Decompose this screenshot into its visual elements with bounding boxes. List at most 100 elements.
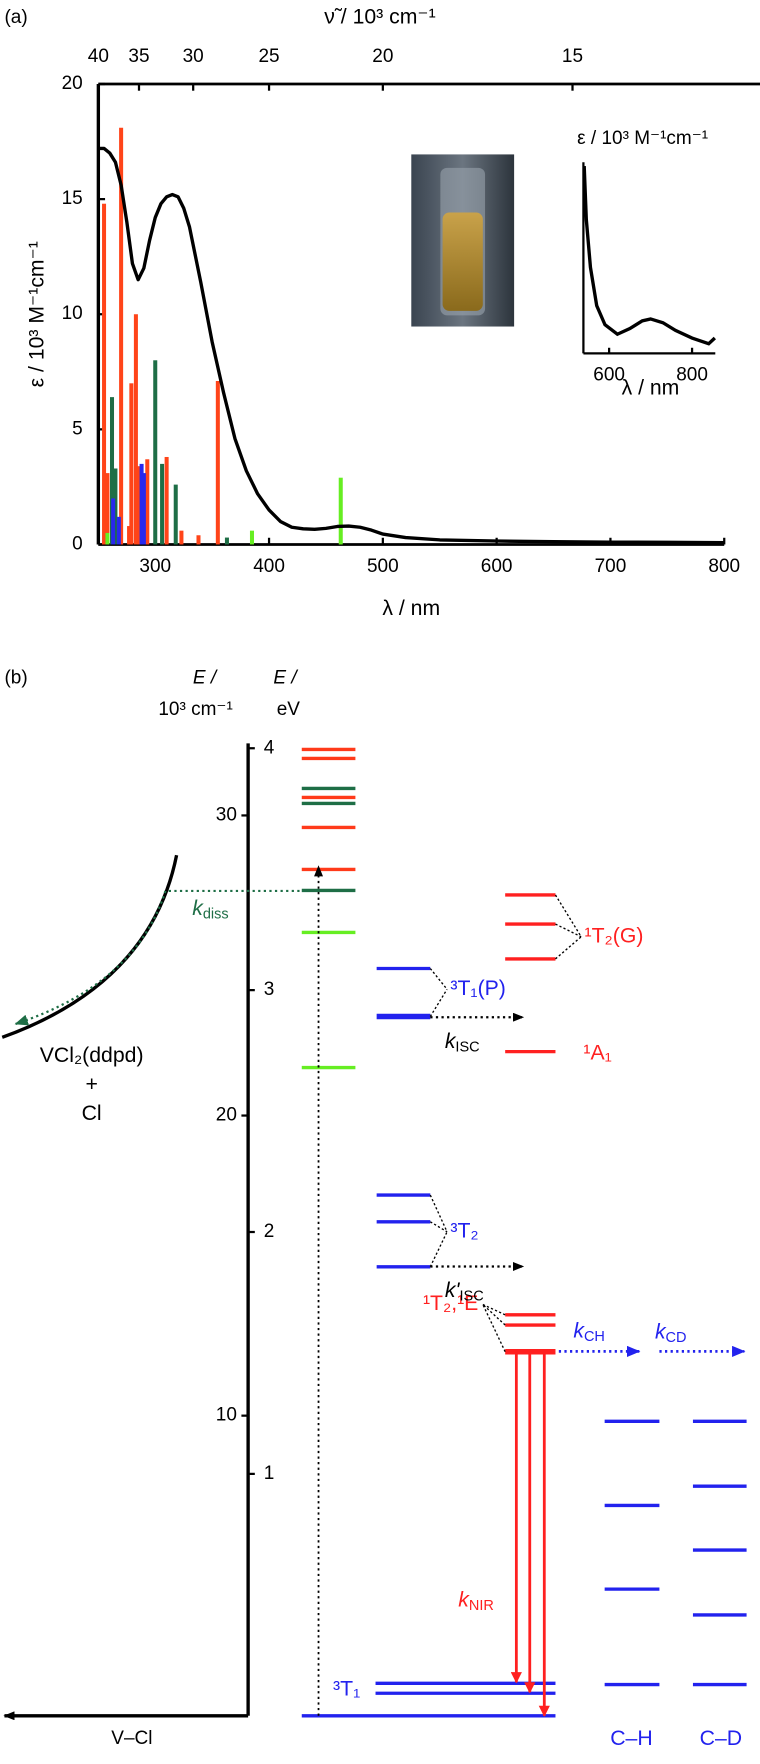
product-label: VCl₂(ddpd) bbox=[40, 1044, 144, 1067]
level-bracket bbox=[554, 894, 582, 938]
product-label: Cl bbox=[82, 1102, 102, 1125]
y-axis-label: ε / 10³ M⁻¹cm⁻¹ bbox=[26, 241, 49, 387]
rate-subscript: diss bbox=[203, 906, 229, 922]
dissociation-curve bbox=[1, 854, 179, 1039]
transition-stick bbox=[160, 463, 165, 545]
transition-stick bbox=[196, 535, 201, 545]
transition-stick bbox=[249, 530, 254, 545]
x-axis-label: λ / nm bbox=[382, 597, 440, 620]
y-tick-label: 20 bbox=[62, 73, 83, 94]
rate-subscript: ISC bbox=[455, 1039, 479, 1055]
transition-stick bbox=[116, 516, 121, 545]
transition-stick bbox=[153, 360, 158, 545]
energy-tick-label: 10 bbox=[216, 1405, 237, 1426]
rate-symbol: k bbox=[573, 1319, 585, 1342]
y-tick-label: 15 bbox=[62, 188, 83, 209]
transition-stick bbox=[133, 314, 138, 545]
state-label: ³T₁(P) bbox=[450, 977, 505, 1000]
spectrum-line bbox=[98, 146, 725, 545]
transition-stick bbox=[224, 537, 229, 545]
ev-tick-label: 3 bbox=[264, 979, 275, 1000]
ev-tick-label: 1 bbox=[264, 1463, 275, 1484]
energy-tick-label: 30 bbox=[216, 804, 237, 825]
rate-subscript: ISC bbox=[459, 1288, 483, 1304]
level-bracket bbox=[429, 988, 448, 1017]
rate-subscript: CD bbox=[666, 1330, 687, 1346]
axis-title: 10³ cm⁻¹ bbox=[158, 699, 232, 720]
y-tick-label: 10 bbox=[62, 303, 83, 324]
x-tick-label: 700 bbox=[595, 556, 627, 577]
x2-tick-label: 40 bbox=[88, 46, 109, 67]
inset-x-label: λ / nm bbox=[622, 377, 680, 400]
level-bracket bbox=[555, 936, 582, 960]
transition-stick bbox=[137, 466, 142, 545]
rate-symbol: k bbox=[655, 1320, 667, 1343]
inset-spectrum bbox=[582, 165, 716, 346]
state-label: C–H bbox=[610, 1727, 652, 1750]
state-label: ¹A₁ bbox=[583, 1042, 611, 1065]
transition-stick bbox=[173, 484, 178, 545]
x-tick-label: 600 bbox=[481, 556, 513, 577]
level-bracket bbox=[429, 1231, 448, 1268]
coordinate-label: V–Cl bbox=[111, 1728, 152, 1749]
panel-label: (a) bbox=[4, 7, 27, 28]
x2-tick-label: 30 bbox=[183, 46, 204, 67]
state-label: ³T₁ bbox=[333, 1678, 360, 1701]
rate-subscript: CH bbox=[584, 1329, 605, 1345]
state-label: ¹T₂(G) bbox=[585, 924, 644, 947]
product-label: + bbox=[85, 1073, 97, 1096]
state-label: ³T₂ bbox=[450, 1219, 478, 1242]
transition-stick bbox=[119, 127, 124, 545]
level-bracket bbox=[429, 1221, 448, 1233]
transition-stick bbox=[105, 532, 110, 545]
vial-photo bbox=[411, 154, 515, 327]
rate-symbol: k bbox=[192, 896, 204, 919]
energy-tick-label: 20 bbox=[216, 1105, 237, 1126]
axis-title: eV bbox=[277, 699, 301, 720]
state-label: C–D bbox=[700, 1727, 742, 1750]
transition-stick bbox=[164, 456, 169, 545]
transition-stick bbox=[102, 203, 107, 545]
ev-tick-label: 4 bbox=[264, 737, 275, 758]
y-tick-label: 5 bbox=[72, 418, 83, 439]
ev-tick-label: 2 bbox=[264, 1221, 275, 1242]
state-label: ¹T₂,¹E bbox=[423, 1292, 478, 1315]
transition-stick bbox=[113, 468, 118, 545]
rate-label: kCH bbox=[573, 1319, 605, 1345]
inset-x-tick-label: 800 bbox=[676, 365, 708, 386]
level-bracket bbox=[482, 1303, 506, 1326]
transition-stick bbox=[127, 526, 132, 545]
x-tick-label: 400 bbox=[253, 556, 285, 577]
x2-axis-label: ν̃ / 10³ cm⁻¹ bbox=[324, 6, 435, 29]
inset-x-tick-label: 600 bbox=[593, 365, 625, 386]
y-tick-label: 0 bbox=[72, 533, 83, 554]
x2-tick-label: 15 bbox=[562, 46, 583, 67]
panel-label: (b) bbox=[4, 668, 27, 689]
rate-label: kNIR bbox=[458, 1588, 494, 1614]
x-tick-label: 800 bbox=[708, 556, 740, 577]
transition-stick bbox=[141, 473, 146, 545]
x2-tick-label: 35 bbox=[128, 46, 149, 67]
transition-stick bbox=[111, 498, 116, 545]
transition-stick bbox=[145, 459, 150, 545]
rate-label: kISC bbox=[445, 1029, 480, 1055]
transition-stick bbox=[179, 530, 184, 545]
transition-stick bbox=[109, 397, 115, 545]
axis-title: E / bbox=[273, 668, 298, 689]
transition-stick bbox=[338, 477, 343, 545]
rate-label: k'ISC bbox=[445, 1279, 484, 1305]
transition-stick bbox=[105, 473, 110, 545]
rate-symbol: k bbox=[458, 1588, 470, 1611]
rate-label: kCD bbox=[655, 1320, 687, 1346]
inset-title: ε / 10³ M⁻¹cm⁻¹ bbox=[577, 128, 708, 149]
level-bracket bbox=[555, 923, 582, 938]
transition-stick bbox=[139, 463, 144, 545]
level-bracket bbox=[482, 1303, 506, 1316]
axis-title: E / bbox=[193, 668, 218, 689]
rate-symbol: k bbox=[445, 1029, 457, 1052]
x-tick-label: 300 bbox=[139, 556, 171, 577]
x2-tick-label: 25 bbox=[258, 46, 279, 67]
x2-tick-label: 20 bbox=[372, 46, 393, 67]
rate-symbol: k' bbox=[445, 1279, 461, 1302]
